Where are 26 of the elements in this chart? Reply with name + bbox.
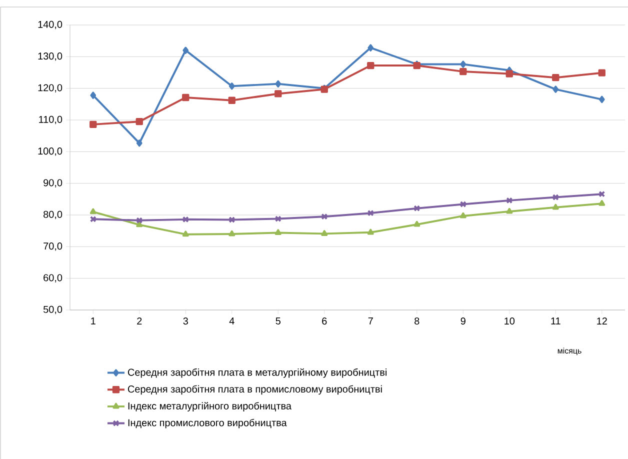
x-tick-label: 8 — [414, 318, 420, 325]
y-tick-label: 80,0 — [44, 210, 62, 220]
legend-label: Середня заробітня плата в металургійному виробництві — [128, 368, 386, 378]
y-tick-label: 70,0 — [44, 242, 62, 251]
x-tick-label: 3 — [183, 318, 188, 325]
x-tick-label: 10 — [504, 318, 515, 325]
legend-label: Середня заробітня плата в промисловому виробництві — [128, 385, 382, 395]
x-tick-label: 11 — [551, 318, 560, 324]
y-tick-label: 50,0 — [43, 306, 62, 314]
y-tick-label: 130,0 — [38, 52, 62, 61]
y-tick-label: 110,0 — [39, 116, 62, 124]
y-tick-label: 140,0 — [38, 20, 62, 30]
x-tick-label: 4 — [229, 318, 234, 324]
x-tick-label: 6 — [322, 318, 327, 325]
x-tick-label: 1 — [91, 318, 96, 324]
y-tick-label: 60,0 — [44, 274, 62, 282]
y-tick-label: 120,0 — [38, 84, 62, 92]
y-tick-label: 100,0 — [38, 148, 62, 156]
x-tick-label: 2 — [137, 318, 142, 324]
legend-label: Індекс металургійного виробництва — [128, 402, 292, 412]
legend-label: Індекс промислового виробництва — [128, 418, 287, 428]
x-tick-label: 12 — [597, 318, 607, 324]
y-tick-label: 90,0 — [44, 179, 62, 188]
x-tick-label: 9 — [460, 318, 466, 325]
x-tick-label: 5 — [276, 318, 280, 324]
x-tick-label: 7 — [368, 318, 373, 324]
